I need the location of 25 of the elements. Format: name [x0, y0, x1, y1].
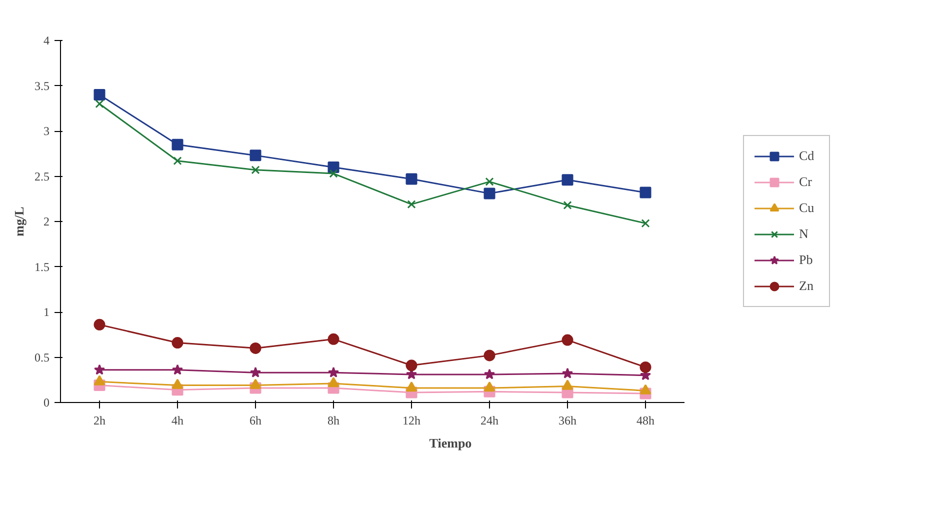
y-tick-label: 3.5: [34, 78, 50, 93]
x-tick-label: 36h: [558, 414, 576, 428]
y-tick-label: 2: [44, 214, 50, 228]
x-tick-label: 12h: [402, 414, 420, 428]
y-tick-label: 3: [44, 124, 50, 138]
legend-label: N: [799, 226, 810, 242]
x-tick-label: 8h: [328, 414, 340, 428]
y-tick-label: 4: [44, 34, 50, 48]
y-tick-label: 0.5: [34, 350, 50, 364]
y-axis-title: mg/L: [12, 206, 26, 236]
x-tick-label: 2h: [94, 414, 106, 428]
x-axis-title: Tiempo: [429, 436, 472, 450]
x-tick-label: 6h: [250, 414, 262, 428]
legend-label: Zn: [799, 278, 814, 294]
y-tick-label: 1.5: [34, 260, 50, 274]
legend-label: Cd: [799, 148, 816, 164]
x-tick-label: 4h: [172, 414, 184, 428]
y-tick-label: 1: [44, 305, 50, 319]
legend-label: Cr: [799, 174, 813, 190]
y-tick-label: 2.5: [34, 169, 50, 184]
legend-label: Cu: [799, 200, 816, 216]
legend-label: Pb: [799, 252, 814, 268]
x-tick-label: 24h: [480, 414, 498, 428]
x-tick-label: 48h: [636, 414, 654, 428]
y-tick-label: 0: [44, 396, 50, 410]
